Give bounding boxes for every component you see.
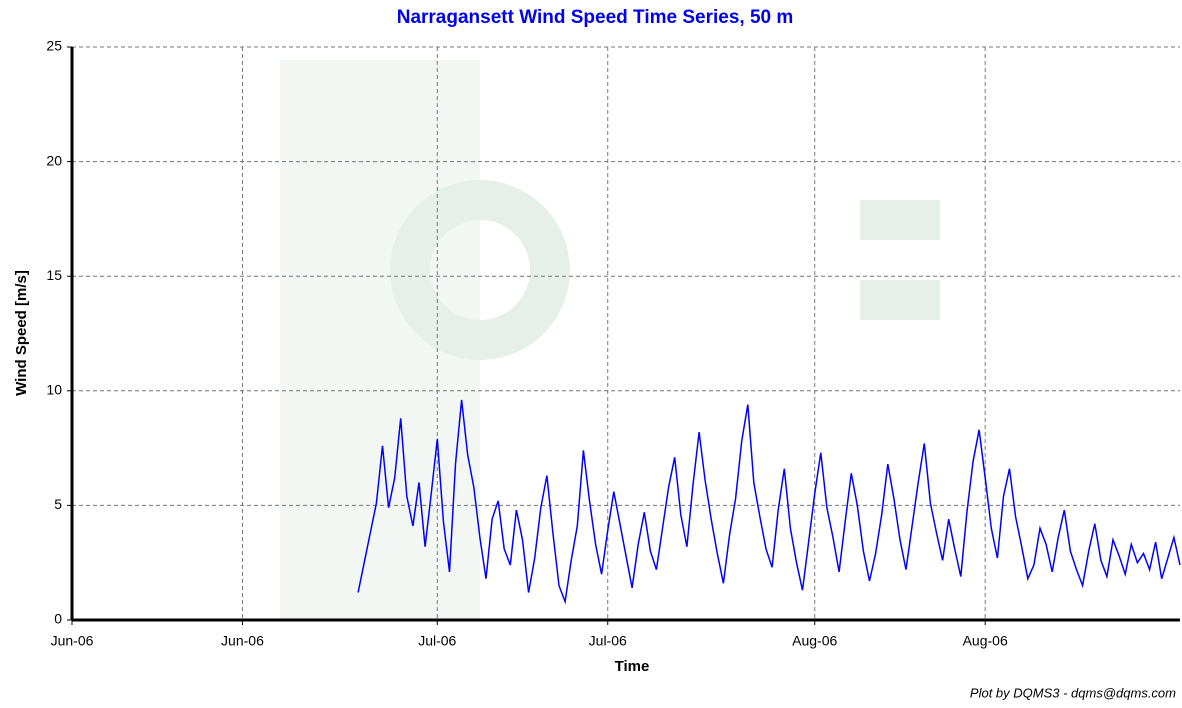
x-tick-label: Jun-06 bbox=[221, 633, 264, 649]
y-tick-label: 10 bbox=[46, 382, 62, 398]
y-tick-label: 15 bbox=[46, 267, 62, 283]
chart: Narragansett Wind Speed Time Series, 50 … bbox=[0, 0, 1182, 708]
watermark bbox=[280, 60, 940, 620]
y-axis-title: Wind Speed [m/s] bbox=[13, 270, 30, 396]
y-tick-label: 25 bbox=[46, 38, 62, 54]
chart-title: Narragansett Wind Speed Time Series, 50 … bbox=[397, 7, 794, 28]
x-tick-label: Jun-06 bbox=[51, 633, 94, 649]
credit: Plot by DQMS3 - dqms@dqms.com bbox=[970, 685, 1176, 700]
y-tick-label: 5 bbox=[54, 496, 62, 512]
x-tick-label: Aug-06 bbox=[792, 633, 837, 649]
x-tick-label: Jul-06 bbox=[418, 633, 456, 649]
x-tick-label: Jul-06 bbox=[589, 633, 627, 649]
data-line bbox=[358, 400, 1180, 602]
y-tick-label: 20 bbox=[46, 152, 62, 168]
y-tick-label: 0 bbox=[54, 611, 62, 627]
x-axis-title: Time bbox=[615, 658, 650, 675]
x-tick-label: Aug-06 bbox=[963, 633, 1008, 649]
plot-area: 0 5 10 15 20 25 Jun-06 Jun-06 Jul-06 Jul-06 Aug-06… bbox=[46, 38, 1180, 649]
